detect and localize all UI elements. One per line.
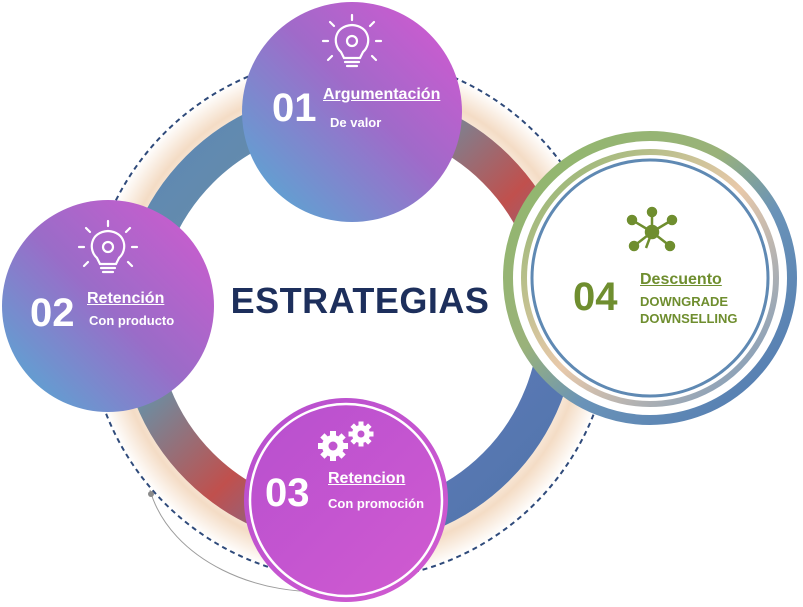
- node-02-subtitle: Con producto: [89, 313, 175, 328]
- node-04-title: Descuento: [640, 271, 722, 288]
- node-03-inner-ring: [248, 402, 444, 598]
- node-01-number: 01: [272, 86, 317, 130]
- node-03-circle: [244, 398, 448, 602]
- node-02-number: 02: [30, 291, 75, 335]
- decorative-dot: [148, 491, 154, 497]
- node-02-circle: [2, 200, 214, 412]
- node-03-subtitle: Con promoción: [328, 496, 425, 511]
- node-04-subtitle: DOWNGRADE: [640, 294, 729, 309]
- diagram-title: ESTRATEGIAS: [230, 280, 490, 321]
- node-01-subtitle: De valor: [330, 115, 382, 130]
- lightbulb-gear-icon: [77, 219, 139, 274]
- node-03-title: Retencion: [328, 470, 406, 487]
- node-04-number: 04: [573, 275, 618, 319]
- node-04-inner-ring: [530, 158, 770, 398]
- node-03-number: 03: [265, 471, 310, 515]
- node-04-middle-ring: [521, 149, 779, 407]
- center-disc: [158, 128, 538, 508]
- node-04-subtitle-2: DOWNSELLING: [640, 311, 738, 326]
- network-icon: [626, 206, 678, 252]
- lightbulb-gear-icon: [321, 13, 383, 68]
- gears-icon: [318, 421, 374, 461]
- node-01-title: Argumentación: [323, 86, 441, 103]
- node-01-circle: [242, 2, 462, 222]
- node-02-title: Retención: [87, 290, 165, 307]
